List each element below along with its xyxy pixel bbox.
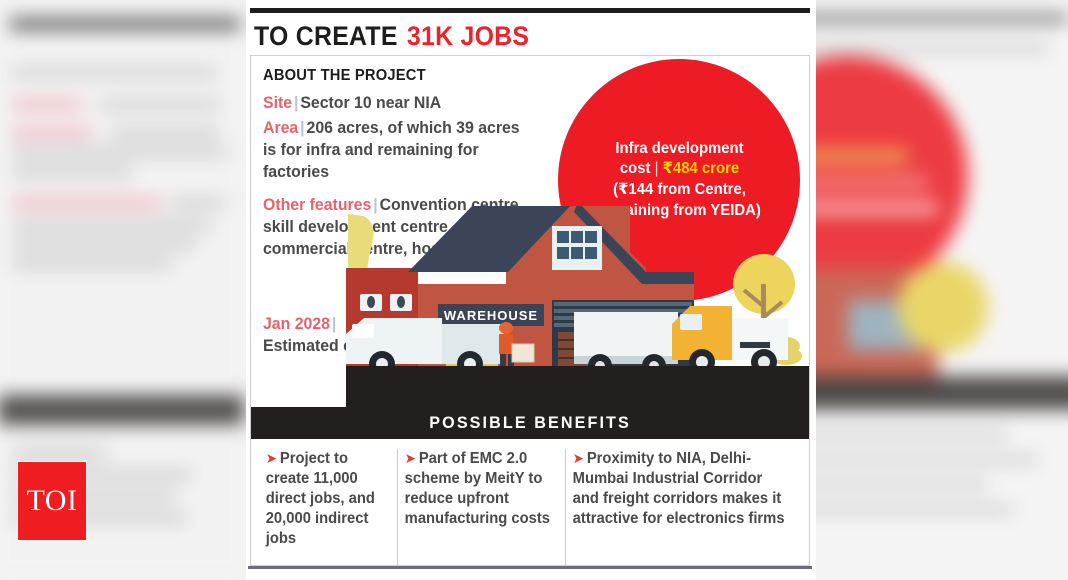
warehouse-sign	[438, 304, 544, 326]
fact-area: Area | 206 acres, of which 39 acres is for…	[263, 118, 527, 183]
callout-amount: ₹484 crore	[662, 160, 739, 178]
fact-other-key: Other features	[263, 196, 372, 214]
worker-icon	[499, 322, 535, 370]
roof-shape	[408, 206, 571, 272]
fact-site: Site | Sector 10 near NIA	[263, 93, 527, 115]
ground-strip	[346, 366, 809, 407]
fact-area-key: Area	[263, 119, 299, 137]
upper-section: ABOUT THE PROJECT Site | Sector 10 near NI…	[251, 56, 809, 407]
benefit-item-2: ➤ Part of EMC 2.0 scheme by MeitY to redu…	[397, 449, 558, 565]
infra-cost-text: Infra development cost | ₹484 crore (₹14…	[581, 139, 778, 221]
callout-line1: Infra development	[614, 139, 744, 157]
benefit-item-1: ➤ Project to create 11,000 direct jobs, a…	[259, 449, 391, 565]
about-the-project-title: ABOUT THE PROJECT	[263, 67, 426, 84]
warehouse-sign-label: WAREHOUSE	[444, 308, 538, 323]
content-panel: ABOUT THE PROJECT Site | Sector 10 near NI…	[250, 55, 810, 566]
possible-benefits-bar: POSSIBLE BENEFITS	[251, 407, 809, 439]
callout-separator: |	[654, 160, 658, 178]
fact-site-key: Site	[263, 94, 293, 112]
fact-date-separator: |	[331, 315, 337, 333]
yellow-truck-icon	[672, 306, 788, 375]
callout-line2-prefix: cost	[619, 160, 650, 178]
toi-logo-text: TOI	[26, 484, 78, 517]
fact-site-separator: |	[293, 94, 299, 112]
benefit-text-1: Project to create 11,000 direct jobs, an…	[265, 450, 375, 548]
benefits-columns: ➤ Project to create 11,000 direct jobs, a…	[251, 439, 809, 565]
fact-date-key: Jan 2028	[263, 315, 330, 333]
background-right-copy	[728, 0, 1068, 580]
callout-line3: (₹144 from Centre,	[612, 181, 746, 198]
headline-prefix: TO CREATE	[254, 20, 398, 51]
callout-line4: remaining from YEIDA)	[597, 201, 761, 219]
warehouse-illustration: WAREHOUSE	[346, 206, 809, 407]
fact-other-separator: |	[373, 196, 378, 214]
possible-benefits-title: POSSIBLE BENEFITS	[429, 413, 631, 432]
bullet-arrow-icon: ➤	[404, 450, 416, 466]
toi-logo: TOI	[18, 462, 86, 540]
headline: TO CREATE 31K JOBS	[254, 20, 766, 52]
infographic-card: TO CREATE 31K JOBS ABOUT THE PROJECT Sit…	[246, 0, 816, 580]
fact-area-separator: |	[300, 119, 305, 137]
warehouse-illustration-svg: WAREHOUSE	[346, 206, 809, 407]
fact-site-value: Sector 10 near NIA	[300, 94, 442, 112]
fact-area-value: 206 acres, of which 39 acres is for infr…	[263, 119, 520, 181]
benefit-text-2: Part of EMC 2.0 scheme by MeitY to reduc…	[404, 450, 550, 528]
benefit-item-3: ➤ Proximity to NIA, Delhi-Mumbai Industri…	[565, 449, 792, 565]
bottom-rule	[248, 566, 812, 569]
top-rule	[250, 8, 810, 13]
benefit-text-3: Proximity to NIA, Delhi-Mumbai Industria…	[572, 450, 785, 528]
bullet-arrow-icon: ➤	[572, 450, 584, 466]
headline-highlight: 31K JOBS	[406, 20, 530, 51]
bullet-arrow-icon: ➤	[265, 450, 277, 466]
